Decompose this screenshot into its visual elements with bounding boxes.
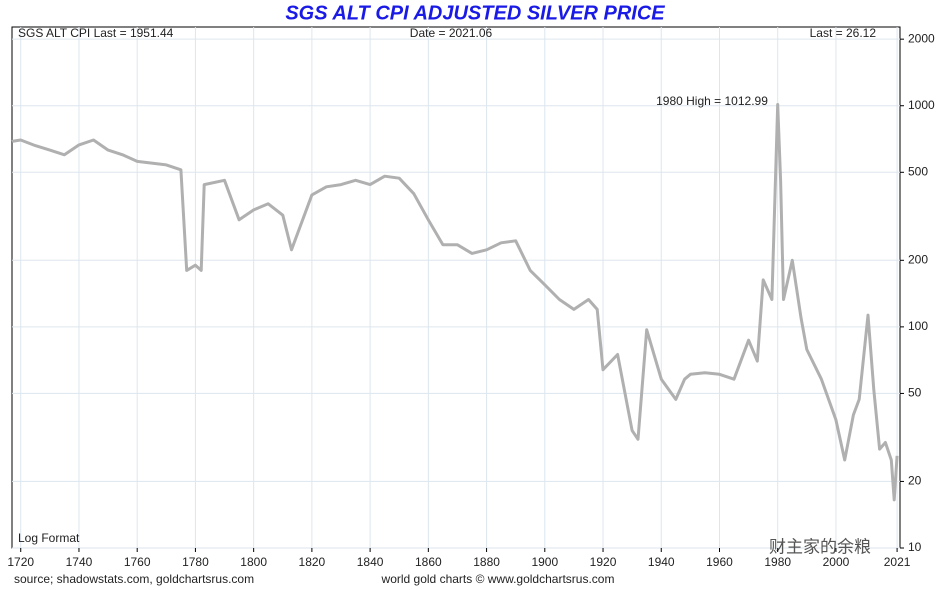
annotation: Date = 2021.06 [410,26,493,40]
annotation: Log Format [18,531,80,545]
chart-title: SGS ALT CPI ADJUSTED SILVER PRICE [285,2,665,24]
x-tick-label: 1940 [648,555,675,569]
annotation: SGS ALT CPI Last = 1951.44 [18,26,174,40]
x-tick-label: 1880 [473,555,500,569]
x-tick-label: 1980 [764,555,791,569]
y-tick-label: 10 [908,540,922,554]
x-tick-label: 1920 [590,555,617,569]
x-tick-label: 1760 [124,555,151,569]
x-tick-label: 1820 [299,555,326,569]
x-tick-label: 1780 [182,555,209,569]
line-series [11,103,899,502]
x-tick-label: 1840 [357,555,384,569]
x-tick-label: 1740 [66,555,93,569]
footer: source; shadowstats.com, goldchartsrus.c… [14,572,254,586]
x-tick-label: 1860 [415,555,442,569]
footer: world gold charts © www.goldchartsrus.co… [381,572,615,586]
x-tick-label: 1960 [706,555,733,569]
watermark: 财主家的余粮 [769,537,871,556]
x-tick-label: 2000 [823,555,850,569]
annotation: Last = 26.12 [810,26,877,40]
x-tick-label: 1720 [7,555,34,569]
annotation: 1980 High = 1012.99 [656,94,768,108]
plot-frame [11,26,901,549]
y-tick-label: 200 [908,252,928,266]
y-tick-label: 50 [908,386,922,400]
y-tick-label: 1000 [908,98,935,112]
y-tick-label: 100 [908,319,928,333]
x-tick-label: 1900 [531,555,558,569]
y-tick-label: 500 [908,164,928,178]
x-tick-label: 2021 [884,555,911,569]
x-tick-label: 1800 [240,555,267,569]
y-tick-label: 20 [908,474,922,488]
y-tick-label: 2000 [908,31,935,45]
